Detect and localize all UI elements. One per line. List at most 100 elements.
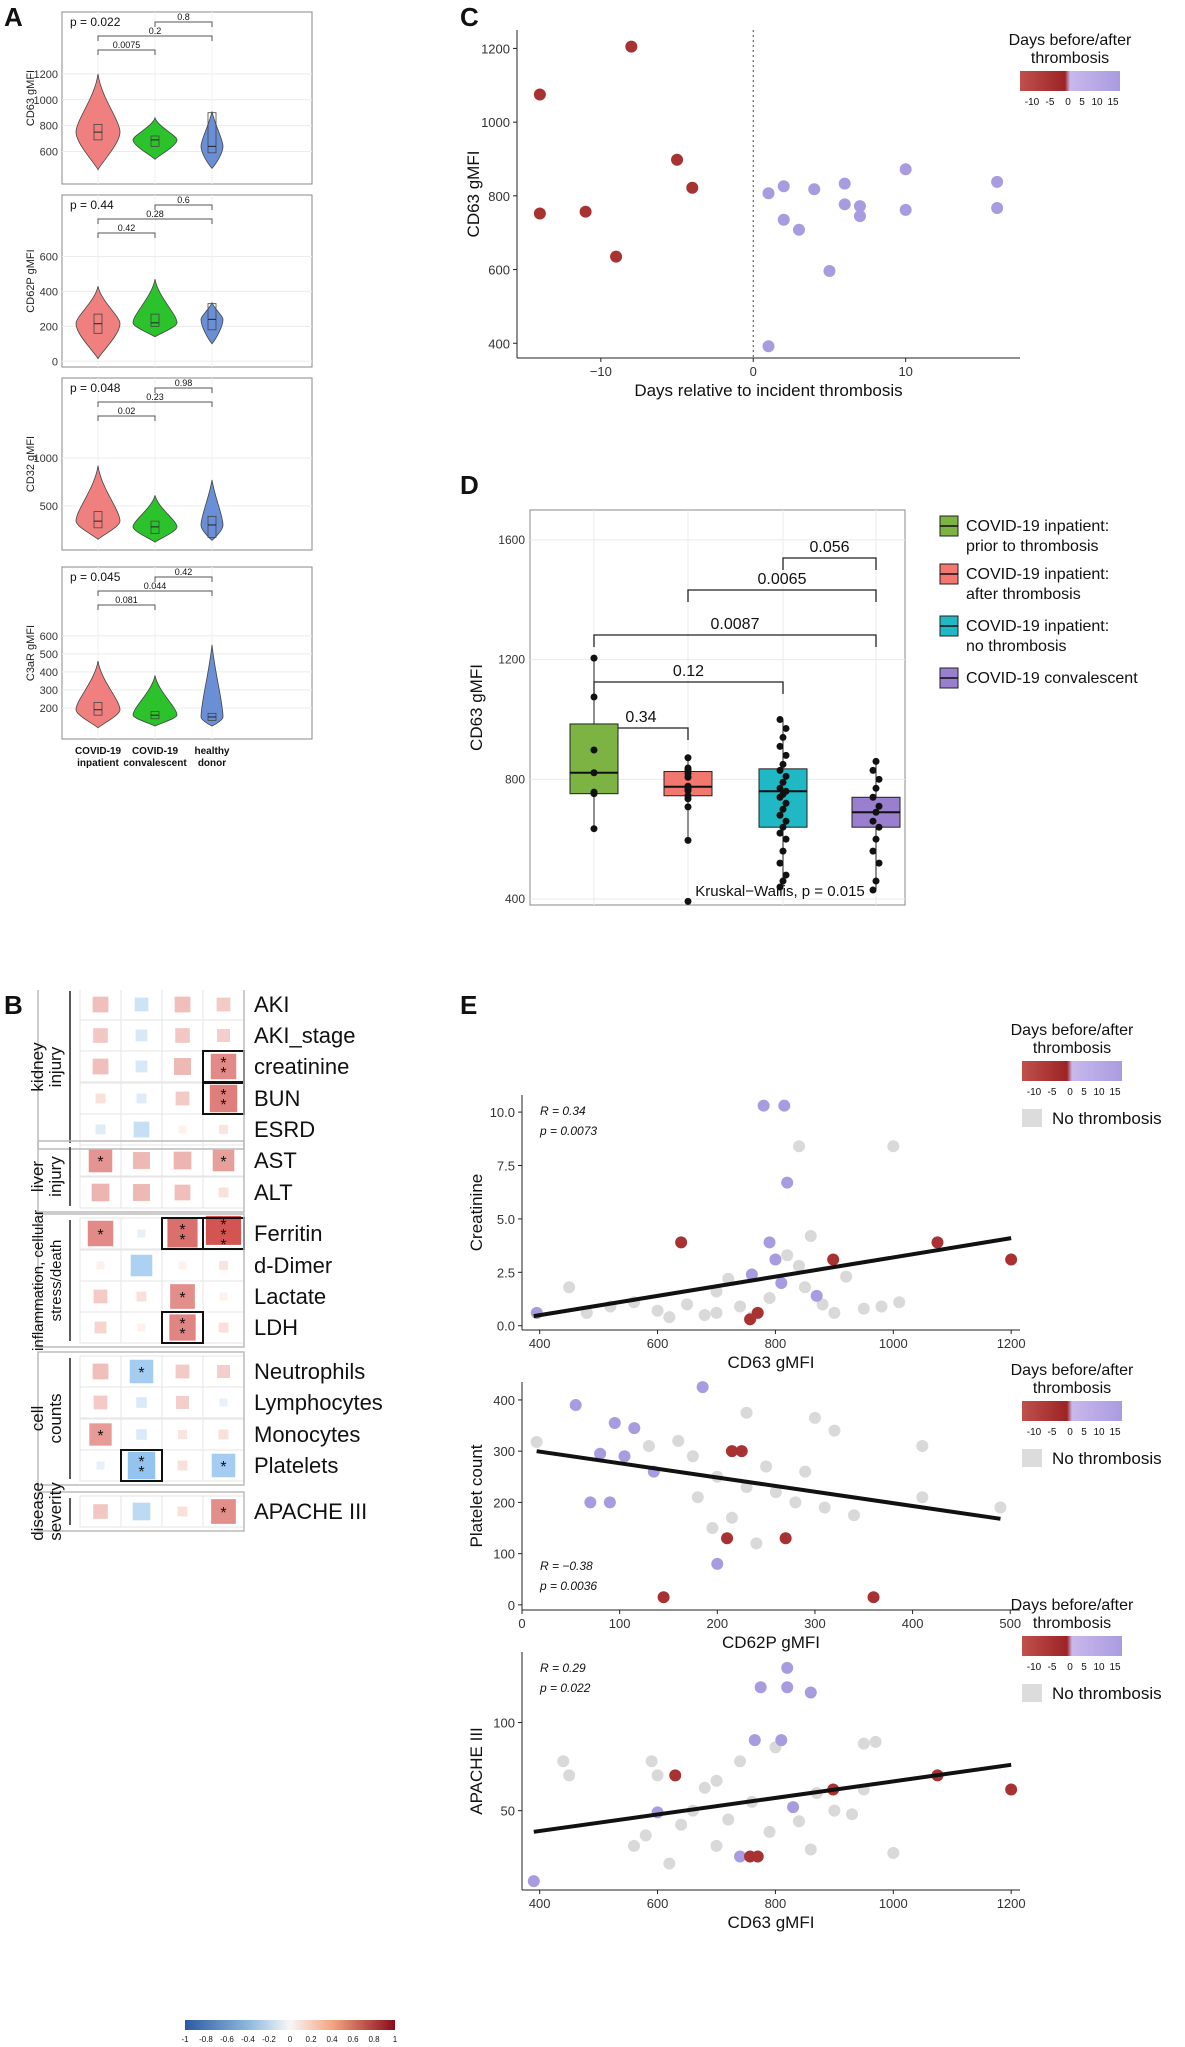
heatmap-cell [174,1184,191,1201]
x-tick-label: healthy [194,746,229,757]
correlation-p: p = 0.0073 [539,1124,597,1138]
data-point [776,859,784,867]
heatmap-cell [175,1091,190,1106]
legend-no-thrombosis-swatch [1022,1449,1042,1467]
data-point [763,1236,776,1249]
heatmap-cell [211,1499,236,1524]
y-axis-label: CD62P gMFI [25,249,37,312]
x-tick-label: inpatient [77,758,119,769]
data-point [779,847,787,855]
heatmap-cell [173,1151,192,1170]
panel-label-a: A [4,2,23,32]
heatmap-cell [216,1364,231,1379]
legend-no-thrombosis-label: No thrombosis [1052,1449,1162,1468]
comparison-pvalue: 0.0065 [758,571,807,588]
panel-label-c: C [460,2,479,32]
data-point [657,1591,670,1604]
data-point [887,1140,900,1153]
data-point [776,811,784,819]
data-point [857,1302,870,1315]
legend-tick: 15 [1109,1662,1121,1673]
violin-box [150,135,160,147]
x-axis-label: CD63 gMFI [728,1353,815,1372]
data-point [846,1808,859,1821]
legend-tick: -5 [1048,1662,1057,1673]
comparison-bracket [97,49,156,55]
y-tick-label: 1600 [498,533,525,547]
significance-stars: * [220,1087,226,1104]
y-axis-label: Platelet count [467,1444,486,1547]
y-tick-label: 1200 [481,41,510,56]
data-point [684,782,692,790]
row-label: creatinine [254,1054,349,1079]
data-point [769,1253,782,1266]
data-point [734,1850,747,1863]
data-point [823,265,836,278]
legend-tick: 0 [1067,1087,1073,1098]
data-point [610,250,623,263]
data-point [818,1501,831,1514]
data-point [748,1734,761,1747]
data-point [869,766,877,774]
y-tick-label: 500 [40,501,58,513]
row-label: LDH [254,1315,298,1340]
data-point [828,1424,841,1437]
box [569,723,619,795]
heatmap-cell [216,1028,231,1043]
correlation-p: p = 0.0036 [539,1579,597,1593]
data-point [750,1537,763,1550]
data-point [779,778,787,786]
x-tick-label: 10 [898,364,912,379]
group-label: inflammation, cellular [30,1210,47,1351]
group-frame [37,990,245,1150]
data-point [872,757,880,765]
significance-stars: * [179,1232,185,1249]
kruskal-wallis-label: Kruskal−Wallis, p = 0.015 [695,883,865,900]
legend-label: COVID-19 inpatient: [966,566,1109,583]
data-point [775,1277,788,1289]
data-point [645,1755,658,1768]
row-label: ESRD [254,1117,315,1142]
data-point [590,654,598,662]
y-axis-label: Creatinine [467,1174,486,1252]
legend-tick: 0 [1067,1427,1073,1438]
data-point [751,1306,764,1319]
legend-colorbar [1022,1636,1122,1656]
data-point [533,207,546,220]
y-axis-label: CD32 gMFI [25,436,37,492]
data-point [899,203,912,216]
heatmap-cell [136,1291,147,1302]
legend-title: Days before/after [1011,1362,1134,1379]
data-point [627,1839,640,1852]
legend-tick: -5 [1046,97,1055,108]
data-point [931,1236,944,1249]
violin-box [93,702,103,716]
data-point [745,1268,758,1281]
data-point [872,808,880,816]
comparison-pvalue: 0.42 [175,567,193,577]
data-point [792,1140,805,1153]
data-point [590,769,598,777]
data-point [848,1509,860,1522]
colorbar-tick: 0.2 [305,2035,317,2044]
correlation-r: R = 0.34 [540,1104,586,1118]
legend-no-thrombosis-label: No thrombosis [1052,1684,1162,1703]
heatmap-cell [133,1121,150,1138]
data-point [760,1460,773,1473]
data-point [563,1281,576,1294]
heatmap-cell [135,1029,148,1042]
legend-tick: -5 [1048,1087,1057,1098]
data-point [527,1875,540,1888]
data-point [789,1496,802,1509]
y-tick-label: 1200 [498,653,525,667]
legend-colorbar [1022,1061,1122,1081]
colorbar-tick: -0.8 [199,2035,213,2044]
data-point [696,1381,709,1394]
heatmap-cell [93,1028,108,1043]
legend-tick: 5 [1081,1087,1087,1098]
heatmap-cell [218,1322,229,1333]
legend-tick: 10 [1093,1427,1105,1438]
y-tick-label: 7.5 [497,1159,515,1174]
significance-stars: * [220,1227,226,1244]
